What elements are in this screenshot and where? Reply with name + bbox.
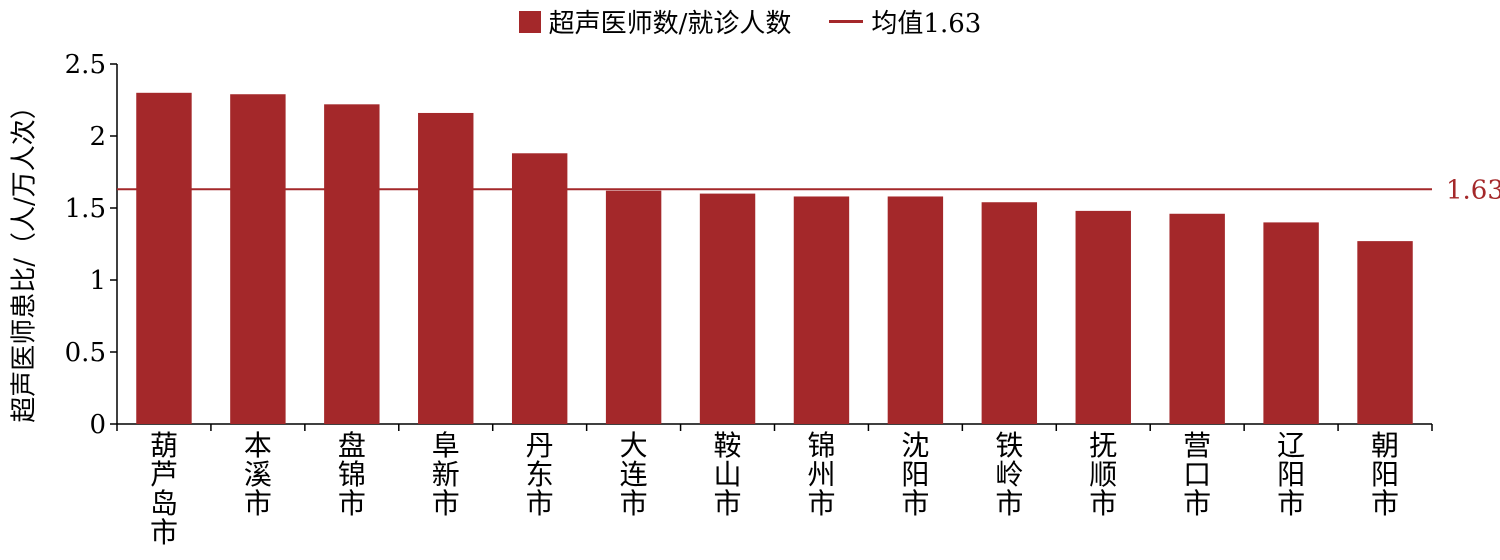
x-tick-label: 盘锦市	[338, 429, 366, 520]
y-tick-label: 2.5	[65, 50, 106, 80]
bar	[418, 112, 474, 425]
bar	[699, 193, 756, 424]
x-tick-label: 丹东市	[526, 429, 554, 520]
x-tick-label: 本溪市	[244, 429, 272, 520]
legend-mean-line-swatch	[829, 20, 864, 23]
x-tick-label: 铁岭市	[995, 429, 1023, 520]
x-tick-label: 鞍山市	[714, 429, 742, 520]
x-tick-label: 锦州市	[807, 429, 835, 520]
bar	[1263, 222, 1319, 424]
y-tick-label: 2	[89, 122, 106, 152]
x-tick-label: 营口市	[1183, 429, 1211, 520]
bar	[981, 202, 1038, 424]
x-tick-label: 辽阳市	[1277, 429, 1305, 520]
legend-item-bars: 超声医师数/就诊人数	[518, 3, 792, 40]
y-tick-label: 0	[89, 410, 106, 440]
legend: 超声医师数/就诊人数 均值1.63	[0, 3, 1500, 40]
legend-bar-label: 超声医师数/就诊人数	[548, 9, 792, 39]
x-tick-label: 阜新市	[432, 429, 460, 520]
y-tick-label: 1.5	[65, 194, 106, 224]
x-tick-label: 朝阳市	[1371, 429, 1399, 520]
bar	[1169, 213, 1225, 424]
legend-mean-label: 均值1.63	[871, 9, 982, 39]
x-tick-label: 抚顺市	[1089, 429, 1117, 520]
legend-bar-swatch	[518, 10, 541, 33]
x-tick-label: 沈阳市	[901, 429, 929, 520]
mean-line-label: 1.63	[1446, 175, 1500, 205]
y-tick-label: 1	[89, 266, 106, 296]
bar	[230, 94, 286, 425]
bar	[793, 196, 850, 424]
x-tick-label: 大连市	[620, 429, 648, 520]
bar	[324, 104, 380, 424]
bar	[1357, 241, 1413, 424]
x-tick-label: 葫芦岛市	[150, 429, 178, 549]
bar	[887, 196, 944, 424]
bar	[511, 153, 568, 424]
bar	[605, 190, 662, 424]
legend-item-mean: 均值1.63	[791, 3, 981, 40]
y-tick-label: 0.5	[65, 338, 106, 368]
bar	[136, 92, 192, 425]
bar	[1075, 210, 1131, 424]
